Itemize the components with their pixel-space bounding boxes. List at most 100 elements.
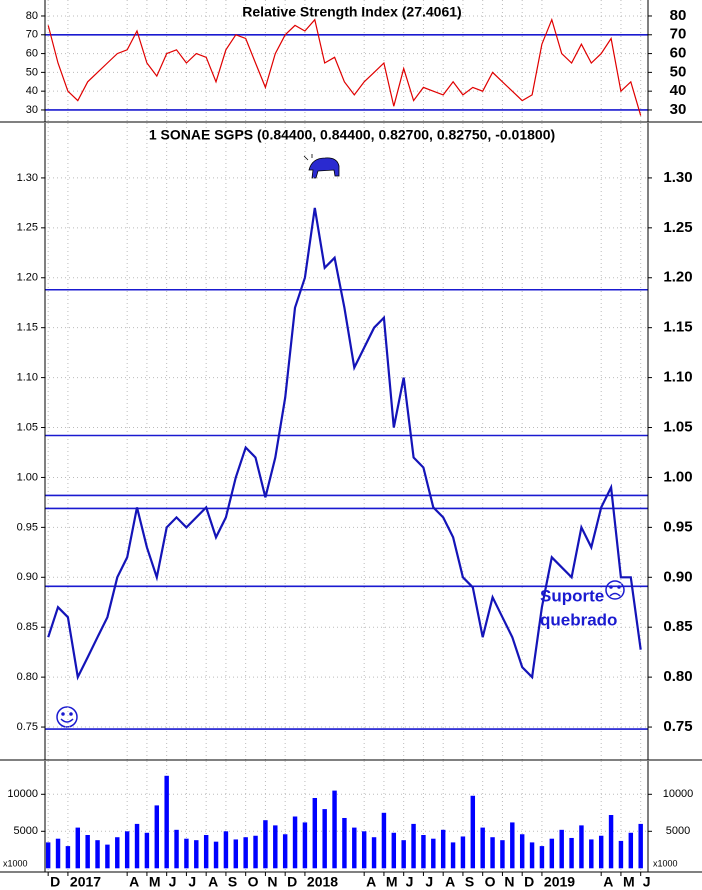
volume-bar <box>233 839 239 869</box>
volume-bar <box>440 829 446 869</box>
volume-bar <box>144 832 150 869</box>
volume-bar <box>638 823 643 869</box>
y-tick-label-right: 1.25 <box>663 219 692 236</box>
y-tick-label: 1.15 <box>17 322 38 334</box>
y-tick-label: 1.10 <box>17 372 38 384</box>
y-tick-label: 60 <box>26 47 38 59</box>
x-tick-label: A <box>129 874 139 890</box>
volume-bar <box>589 839 594 869</box>
x-tick-label: J <box>169 874 177 890</box>
volume-bar <box>85 835 90 869</box>
volume-bar <box>470 795 476 869</box>
volume-bar <box>559 829 564 869</box>
volume-bar <box>401 840 406 869</box>
volume-bar <box>628 832 634 869</box>
volume-bar <box>302 822 308 869</box>
x-tick-label: N <box>267 874 277 890</box>
volume-bar <box>213 841 219 869</box>
volume-bar <box>519 834 525 869</box>
y-tick-label: 70 <box>26 29 38 41</box>
y-tick-label-right: 0.95 <box>663 518 692 535</box>
x-tick-label: A <box>445 874 455 890</box>
x-tick-label: M <box>149 874 161 890</box>
x-tick-label: D <box>524 874 534 890</box>
annotation: quebrado <box>540 610 617 629</box>
volume-bar <box>549 838 555 869</box>
volume-bar <box>500 840 505 869</box>
volume-bar <box>618 840 624 869</box>
volume-bar <box>45 842 51 869</box>
volume-bar <box>194 840 199 869</box>
volume-bar <box>342 817 347 869</box>
y-tick-label-right: 50 <box>670 63 687 80</box>
y-tick-label: 0.75 <box>17 721 38 733</box>
volume-bar <box>243 837 248 869</box>
y-tick-label-right: 5000 <box>666 825 690 837</box>
y-tick-label: 50 <box>26 66 38 78</box>
volume-bar <box>371 837 377 869</box>
volume-bar <box>460 836 466 869</box>
volume-bar <box>510 822 515 869</box>
y-unit-label: x1000 <box>3 858 28 868</box>
volume-bar <box>480 827 485 869</box>
y-tick-label-right: 1.05 <box>663 418 692 435</box>
y-tick-label-right: 1.10 <box>663 369 692 386</box>
bull-icon <box>303 154 340 179</box>
x-tick-label: S <box>228 874 237 890</box>
volume-bar <box>253 835 258 869</box>
x-tick-label: J <box>425 874 433 890</box>
volume-bar <box>352 827 357 869</box>
smiley-icon <box>56 706 78 728</box>
volume-bar <box>263 820 268 869</box>
y-tick-label: 0.95 <box>17 521 38 533</box>
volume-bar <box>75 827 81 869</box>
y-tick-label-right: 0.85 <box>663 618 692 635</box>
x-tick-label: A <box>603 874 613 890</box>
y-tick-label: 0.80 <box>17 671 38 683</box>
x-tick-label: A <box>366 874 376 890</box>
x-tick-label: S <box>465 874 474 890</box>
y-tick-label-right: 60 <box>670 45 687 62</box>
x-tick-label: D <box>287 874 297 890</box>
y-tick-label-right: 0.80 <box>663 668 692 685</box>
volume-bar <box>312 798 318 869</box>
y-tick-label-right: 1.20 <box>663 269 692 286</box>
y-tick-label: 40 <box>26 85 38 97</box>
y-tick-label: 0.85 <box>17 621 38 633</box>
volume-bar <box>184 838 189 869</box>
panel-title: 1 SONAE SGPS (0.84400, 0.84400, 0.82700,… <box>149 127 555 143</box>
y-unit-label-right: x1000 <box>653 858 678 868</box>
volume-bar <box>431 838 436 869</box>
x-tick-label: A <box>208 874 218 890</box>
y-tick-label-right: 0.75 <box>663 718 692 735</box>
volume-bar <box>490 837 495 869</box>
volume-bar <box>203 835 209 869</box>
volume-bar <box>292 816 298 869</box>
y-tick-label-right: 1.30 <box>663 169 692 186</box>
volume-bar <box>154 805 160 869</box>
volume-bar <box>332 790 337 869</box>
volume-bar <box>273 825 278 869</box>
volume-bar <box>164 775 169 869</box>
y-tick-label: 80 <box>26 10 38 22</box>
volume-bar <box>134 823 140 869</box>
y-tick-label: 1.00 <box>17 471 38 483</box>
volume-bar <box>411 823 416 869</box>
volume-bar <box>579 825 584 869</box>
volume-bar <box>115 837 120 869</box>
x-tick-label: J <box>406 874 414 890</box>
volume-bar <box>608 815 614 869</box>
volume-bar <box>598 835 604 869</box>
y-tick-label: 1.25 <box>17 222 38 234</box>
x-tick-label: 2019 <box>544 874 575 890</box>
y-tick-label: 1.20 <box>17 272 38 284</box>
volume-bar <box>421 835 426 869</box>
x-tick-label: N <box>504 874 514 890</box>
x-tick-label: 2018 <box>307 874 338 890</box>
x-tick-label: M <box>623 874 635 890</box>
y-tick-label-right: 30 <box>670 101 687 118</box>
x-tick-label: M <box>386 874 398 890</box>
y-tick-label-right: 1.15 <box>663 319 692 336</box>
y-tick-label: 1.30 <box>17 172 38 184</box>
